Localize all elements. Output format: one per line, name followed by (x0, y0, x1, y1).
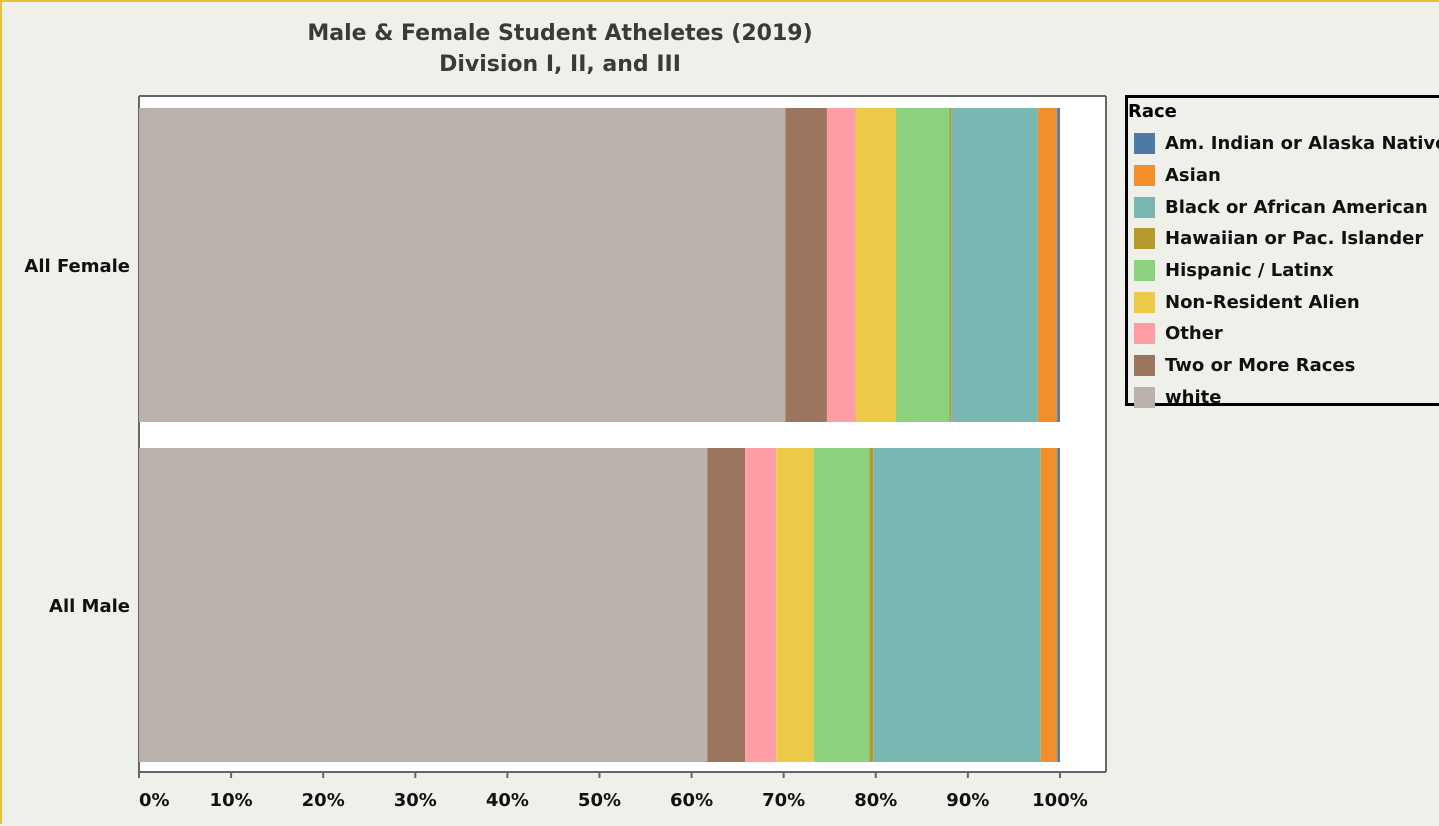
x-tick-label: 80% (854, 790, 897, 811)
legend-item: Black or African American (1134, 191, 1439, 223)
x-tick-label: 50% (578, 790, 621, 811)
bar-all-female-non-resident-alien (855, 108, 897, 422)
chart-subtitle: Division I, II, and III (439, 52, 681, 77)
category-label: All Female (24, 256, 130, 277)
x-tick-label: 70% (762, 790, 805, 811)
x-tick-label: 30% (394, 790, 437, 811)
legend-label: Hispanic / Latinx (1165, 260, 1334, 282)
legend-title: Race (1128, 101, 1177, 122)
legend-label: Asian (1165, 165, 1221, 187)
legend-label: Am. Indian or Alaska Native (1165, 133, 1439, 155)
legend-swatch (1134, 228, 1155, 250)
legend-item: Hispanic / Latinx (1134, 255, 1439, 287)
legend-item: Non-Resident Alien (1134, 286, 1439, 318)
bar-all-male-two-or-more-races (707, 448, 746, 762)
legend-item: Am. Indian or Alaska Native (1134, 128, 1439, 160)
bar-all-male-other (745, 448, 777, 762)
x-tick-label: 10% (210, 790, 253, 811)
x-tick-label: 20% (302, 790, 345, 811)
legend-swatch (1134, 133, 1155, 155)
x-tick-label: 90% (946, 790, 989, 811)
x-tick-label: 40% (486, 790, 529, 811)
x-tick-label: 60% (670, 790, 713, 811)
bar-all-female-two-or-more-races (785, 108, 827, 422)
bar-all-male-hispanic-latinx (813, 448, 870, 762)
bar-all-female-white (139, 108, 786, 422)
legend: Race Am. Indian or Alaska Native Asian Bla… (1125, 95, 1439, 408)
legend-label: Hawaiian or Pac. Islander (1165, 228, 1424, 250)
legend-label: Two or More Races (1165, 355, 1356, 377)
legend-swatch (1134, 386, 1155, 408)
bar-chart-plot: All Female All Male 0% 10% 20% 30% 40% 50% 60% 70… (24, 95, 1107, 811)
legend-swatch (1134, 165, 1155, 187)
chart-title: Male & Female Student Atheletes (2019) (307, 21, 813, 46)
category-label: All Male (49, 596, 130, 617)
bar-all-male-asian (1040, 448, 1058, 762)
bar-all-female-hispanic-latinx (896, 108, 950, 422)
legend-swatch (1134, 355, 1155, 377)
legend-item: white (1134, 382, 1439, 414)
legend-label: Non-Resident Alien (1165, 291, 1360, 313)
x-tick-label: 100% (1032, 790, 1088, 811)
bar-all-male-non-resident-alien (776, 448, 814, 762)
legend-label: white (1165, 386, 1222, 408)
bar-all-male-hawaiian-or-pac-islander (869, 448, 874, 762)
bar-all-male-black-or-african-american (873, 448, 1041, 762)
legend-item: Other (1134, 318, 1439, 350)
legend-swatch (1134, 196, 1155, 218)
legend-items: Am. Indian or Alaska Native Asian Black or… (1134, 128, 1439, 413)
bar-all-female-other (826, 108, 856, 422)
bar-all-female-hawaiian-or-pac-islander (949, 108, 952, 422)
legend-item: Hawaiian or Pac. Islander (1134, 223, 1439, 255)
legend-item: Two or More Races (1134, 350, 1439, 382)
legend-swatch (1134, 260, 1155, 282)
bar-all-female-am-indian-or-alaska-native (1057, 108, 1060, 422)
legend-swatch (1134, 323, 1155, 345)
legend-label: Black or African American (1165, 196, 1428, 218)
bar-all-female-black-or-african-american (951, 108, 1038, 422)
legend-swatch (1134, 291, 1155, 313)
legend-item: Asian (1134, 160, 1439, 192)
legend-label: Other (1165, 323, 1223, 345)
bar-all-female-asian (1037, 108, 1058, 422)
bar-all-male-white (139, 448, 708, 762)
x-tick-label: 0% (139, 790, 170, 811)
bar-all-male-am-indian-or-alaska-native (1057, 448, 1060, 762)
